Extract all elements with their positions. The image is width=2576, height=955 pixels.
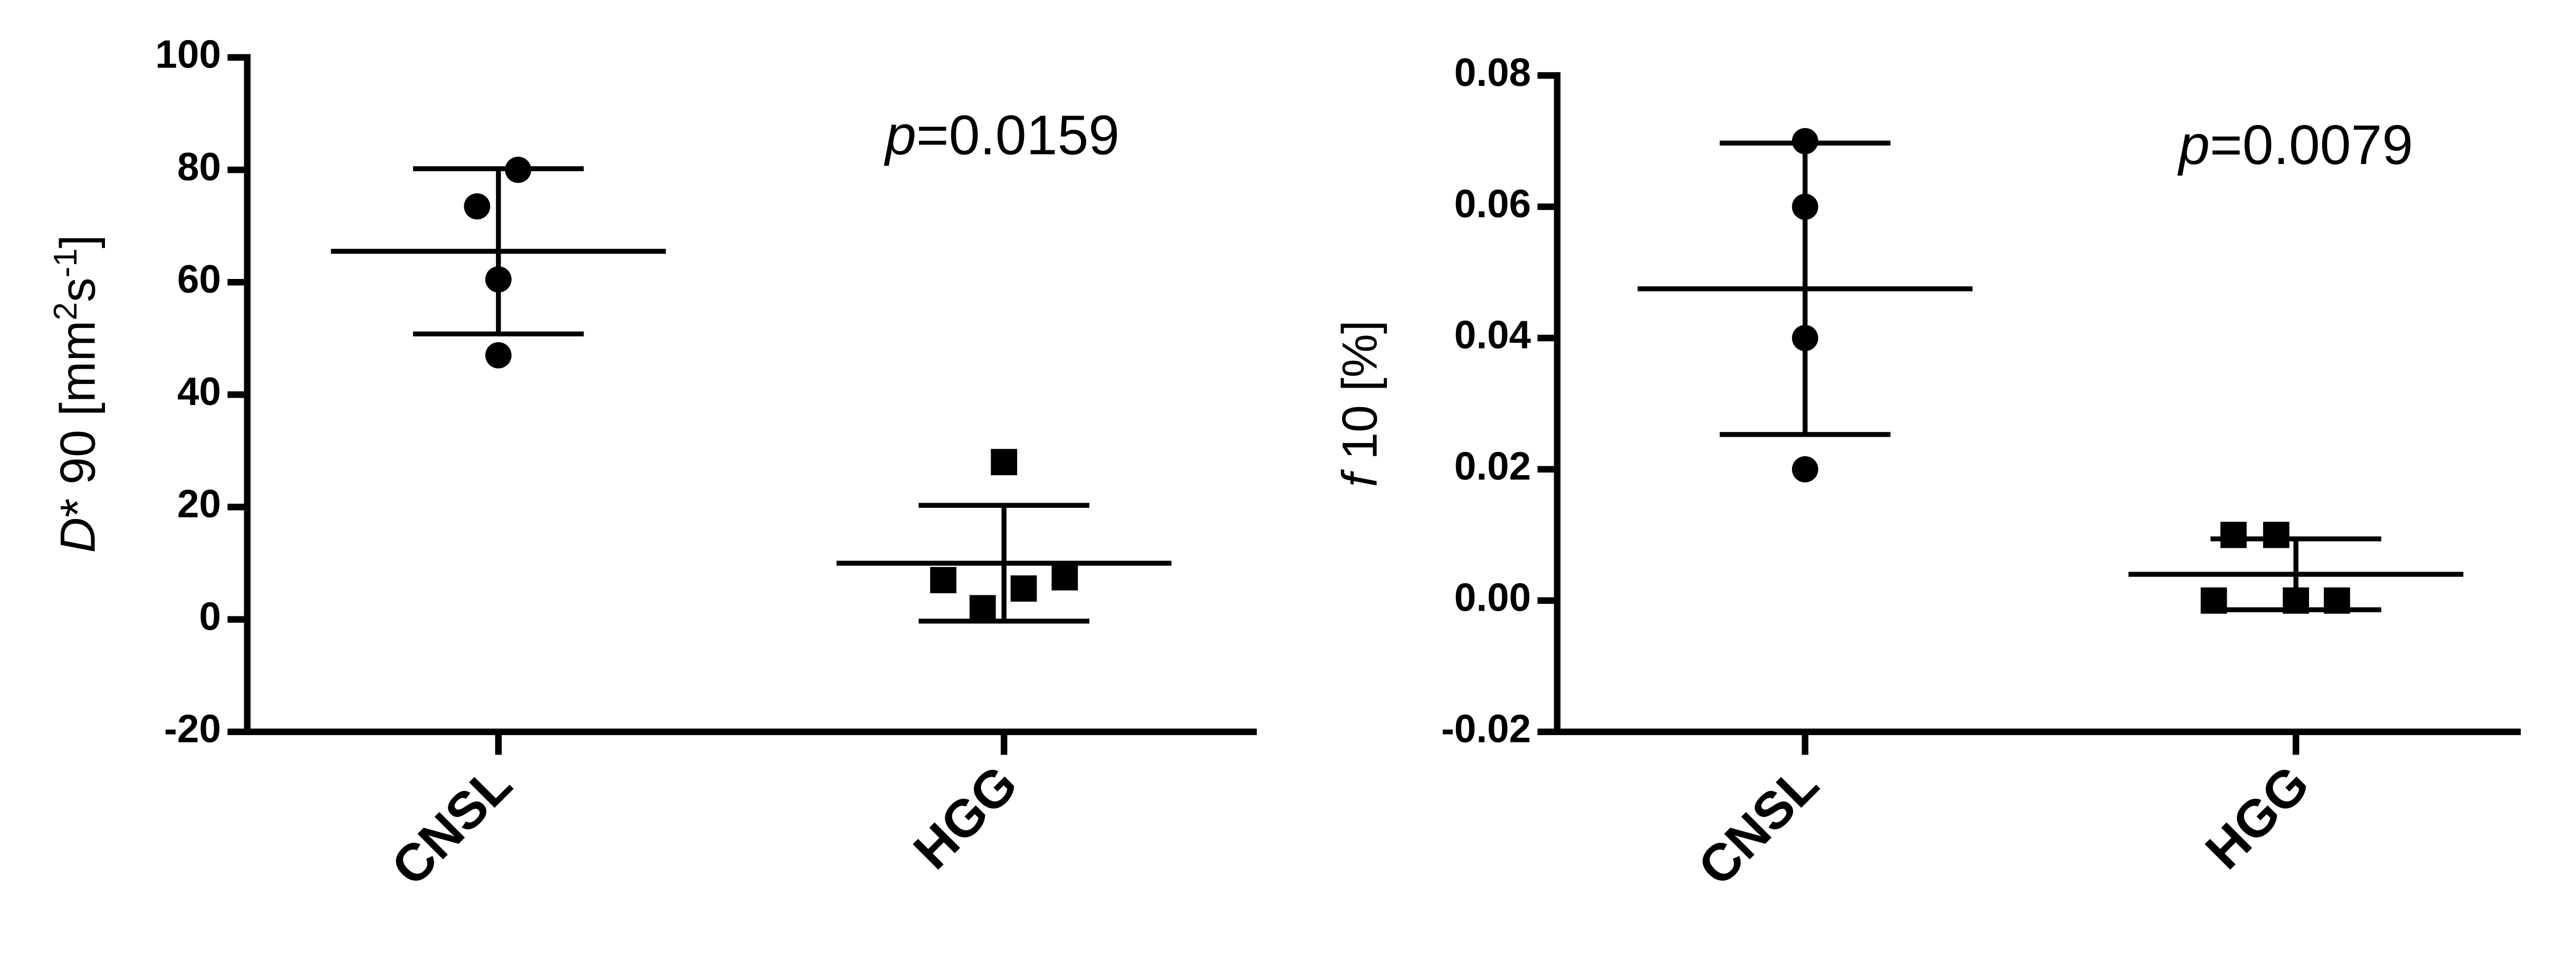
y-tick-label: 0.04 [1454,313,1531,357]
y-axis-label: f 10 [%] [1332,320,1387,487]
x-tick-label: CNSL [380,755,523,897]
y-tick-label: 0.00 [1454,575,1531,620]
y-tick-label: 80 [177,144,221,189]
data-point [1792,194,1818,220]
data-point [2283,587,2309,614]
y-axis-label: D* 90 [mm2s-1] [47,235,105,553]
data-point [2220,522,2247,548]
data-point [485,266,512,293]
y-label-part: ] [50,235,105,248]
annotation-part: =0.0079 [2210,114,2413,176]
data-point [2200,587,2227,614]
data-point [1010,575,1037,602]
y-tick-label: 0.08 [1454,50,1531,94]
data-point [464,193,491,220]
data-point [991,449,1018,476]
data-point [969,595,996,622]
y-tick-label: -20 [164,707,221,751]
data-point [1051,564,1078,591]
y-tick-label: -0.02 [1441,707,1531,751]
y-label-part: 10 [%] [1332,320,1387,474]
data-point [930,567,956,593]
y-tick-label: 100 [155,32,221,76]
annotation: p=0.0159 [884,104,1119,166]
data-point [2263,522,2290,548]
y-tick-label: 40 [177,369,221,413]
data-point [2323,587,2350,614]
annotation-part: p [2177,114,2210,176]
data-point [1792,456,1818,483]
x-tick-label: HGG [903,755,1029,881]
y-tick-label: 0.02 [1454,444,1531,488]
y-tick-label: 0.06 [1454,181,1531,226]
y-tick-label: 60 [177,257,221,301]
data-point [1792,128,1818,155]
annotation-part: p [884,104,916,166]
data-point [1792,325,1818,351]
annotation-part: =0.0159 [916,104,1119,166]
x-tick-label: CNSL [1687,755,1830,897]
data-point [485,342,512,369]
y-tick-label: 20 [177,481,221,526]
y-label-part: 2 [47,302,84,321]
y-label-part: s [50,277,105,302]
y-label-part: D [50,517,105,553]
x-tick-label: HGG [2195,755,2321,881]
data-point [505,157,532,183]
y-label-part: * 90 [mm [50,321,105,517]
y-label-part: -1 [47,248,84,277]
annotation: p=0.0079 [2177,114,2413,176]
y-tick-label: 0 [199,594,221,638]
